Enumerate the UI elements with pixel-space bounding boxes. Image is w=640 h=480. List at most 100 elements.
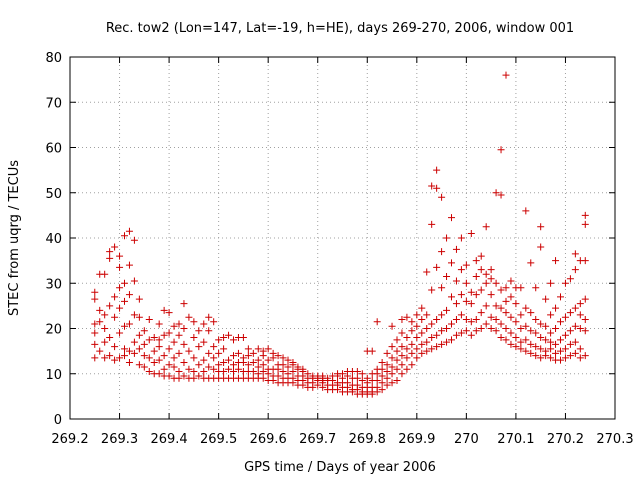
data-point bbox=[200, 367, 208, 375]
data-point bbox=[249, 358, 257, 366]
data-point bbox=[547, 329, 555, 337]
data-point bbox=[428, 182, 436, 190]
data-point bbox=[527, 349, 535, 357]
data-point bbox=[106, 302, 114, 310]
data-point bbox=[383, 361, 391, 369]
data-point bbox=[121, 352, 128, 360]
data-point bbox=[378, 358, 386, 366]
data-point bbox=[249, 367, 257, 375]
data-point bbox=[398, 352, 406, 360]
data-point bbox=[160, 306, 168, 314]
data-point bbox=[190, 367, 198, 375]
data-point bbox=[532, 329, 540, 337]
data-point bbox=[249, 349, 257, 357]
data-point bbox=[547, 354, 555, 362]
data-point bbox=[418, 349, 426, 357]
data-point bbox=[443, 325, 451, 332]
x-tick-label: 270 bbox=[454, 432, 479, 447]
data-point bbox=[220, 345, 228, 353]
x-tick-label: 269.2 bbox=[51, 432, 88, 447]
data-point bbox=[210, 354, 218, 362]
data-point bbox=[547, 311, 555, 319]
data-point bbox=[185, 313, 193, 321]
data-point bbox=[571, 349, 579, 357]
data-point bbox=[180, 358, 188, 366]
data-point bbox=[542, 347, 550, 355]
data-point bbox=[403, 334, 411, 342]
data-point bbox=[165, 372, 173, 380]
chart-title: Rec. tow2 (Lon=147, Lat=-19, h=HE), days… bbox=[106, 21, 574, 36]
data-point bbox=[383, 374, 391, 382]
data-point bbox=[96, 318, 104, 326]
data-point bbox=[542, 336, 550, 344]
data-point bbox=[472, 315, 480, 323]
data-point bbox=[155, 370, 163, 378]
data-point bbox=[502, 71, 510, 79]
data-point bbox=[532, 315, 540, 323]
data-point bbox=[319, 372, 327, 380]
data-point bbox=[116, 252, 124, 260]
data-point bbox=[527, 327, 535, 335]
data-point bbox=[532, 343, 540, 351]
data-point bbox=[527, 309, 535, 317]
data-point bbox=[289, 367, 297, 375]
data-point bbox=[482, 223, 490, 231]
data-point bbox=[130, 338, 138, 346]
data-point bbox=[571, 266, 579, 274]
data-point bbox=[477, 266, 485, 274]
data-point bbox=[571, 304, 579, 312]
data-point bbox=[433, 331, 441, 339]
data-point bbox=[175, 320, 183, 328]
data-point bbox=[353, 374, 361, 382]
data-point bbox=[552, 257, 560, 265]
y-tick-label: 40 bbox=[45, 232, 62, 247]
data-point bbox=[497, 146, 505, 154]
data-point bbox=[581, 211, 589, 219]
data-point bbox=[576, 311, 584, 319]
data-points bbox=[91, 71, 589, 398]
data-point bbox=[170, 322, 178, 330]
data-point bbox=[225, 356, 233, 364]
data-point bbox=[517, 284, 525, 292]
data-point bbox=[438, 340, 446, 348]
data-point bbox=[423, 268, 431, 276]
data-point bbox=[512, 343, 520, 351]
data-point bbox=[403, 354, 411, 362]
data-point bbox=[566, 309, 574, 317]
data-point bbox=[259, 347, 267, 355]
data-point bbox=[150, 334, 158, 342]
data-point bbox=[230, 367, 237, 375]
data-point bbox=[557, 293, 564, 301]
data-point bbox=[408, 361, 416, 369]
data-point bbox=[180, 300, 188, 308]
data-point bbox=[408, 349, 416, 357]
data-point bbox=[234, 365, 242, 373]
data-point bbox=[581, 352, 589, 360]
data-point bbox=[561, 313, 569, 321]
x-tick-label: 269.4 bbox=[150, 432, 187, 447]
y-tick-label: 20 bbox=[45, 323, 62, 338]
data-point bbox=[155, 320, 163, 328]
data-point bbox=[462, 279, 470, 287]
data-point bbox=[443, 272, 451, 280]
data-point bbox=[512, 300, 520, 308]
data-point bbox=[373, 318, 381, 326]
data-point bbox=[101, 354, 109, 362]
data-point bbox=[452, 277, 460, 285]
data-point bbox=[383, 381, 391, 389]
data-point bbox=[438, 248, 446, 256]
data-point bbox=[358, 370, 366, 378]
y-tick-label: 0 bbox=[54, 413, 62, 428]
data-point bbox=[91, 295, 99, 303]
data-point bbox=[175, 349, 183, 357]
data-point bbox=[135, 345, 143, 353]
data-point bbox=[130, 349, 138, 357]
data-point bbox=[299, 365, 307, 373]
data-point bbox=[452, 300, 460, 308]
data-point bbox=[522, 207, 530, 215]
data-point bbox=[368, 347, 376, 355]
data-point bbox=[259, 361, 267, 369]
data-point bbox=[527, 340, 535, 348]
y-tick-label: 60 bbox=[45, 142, 62, 157]
y-axis-ticks: 0 10 20 30 40 50 60 70 80 bbox=[45, 51, 615, 428]
